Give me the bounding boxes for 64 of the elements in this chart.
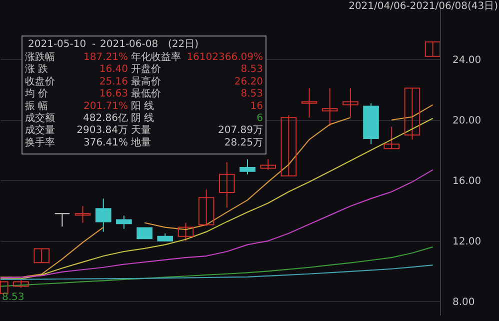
annotation: 地量 bbox=[130, 136, 151, 148]
candlestick bbox=[54, 213, 70, 228]
annotation: 开盘价 bbox=[131, 63, 161, 76]
annotation: 成交量 bbox=[25, 124, 55, 136]
y-tick-label: 8.00 bbox=[452, 296, 475, 308]
annotation: 16102366.09% bbox=[186, 52, 263, 63]
annotation: 207.89万 bbox=[218, 125, 263, 136]
candlestick bbox=[384, 126, 400, 150]
annotation: 16.63 bbox=[99, 88, 128, 100]
annotation: 2903.84万 bbox=[76, 125, 128, 136]
candlestick bbox=[116, 215, 132, 230]
candlestick bbox=[74, 206, 91, 224]
annotation: 2021-06-08 bbox=[100, 39, 158, 50]
annotation: 涨跌幅 bbox=[25, 51, 55, 63]
line-series bbox=[0, 264, 434, 280]
annotation: 16 bbox=[250, 100, 263, 112]
annotation: 收盘价 bbox=[25, 75, 55, 88]
annotation: 天量 bbox=[131, 125, 151, 136]
candlestick bbox=[240, 158, 256, 175]
annotation: 年化收益率 bbox=[131, 51, 181, 63]
annotation: 8.53 bbox=[2, 292, 24, 303]
candlestick bbox=[34, 248, 50, 264]
candlestick bbox=[301, 88, 318, 118]
annotation: - bbox=[92, 39, 96, 50]
annotation: 2021/04/06-2021/06/08(43日) bbox=[348, 1, 498, 12]
candlestick bbox=[198, 188, 214, 226]
annotation: 201.71% bbox=[84, 100, 128, 112]
annotation: 最低价 bbox=[131, 88, 161, 100]
annotation: 2021-05-10 bbox=[28, 39, 86, 50]
annotation: 482.86亿 bbox=[83, 113, 128, 124]
annotation: 6 bbox=[256, 113, 263, 124]
candlestick bbox=[95, 198, 112, 232]
annotation: 换手率 bbox=[25, 136, 55, 148]
candlestick bbox=[280, 114, 297, 176]
annotation: 187.21% bbox=[84, 52, 128, 63]
annotation: 阴 线 bbox=[131, 112, 154, 124]
annotation: 涨 跌 bbox=[25, 63, 48, 76]
candlestick bbox=[260, 158, 276, 170]
annotation: 最高价 bbox=[131, 75, 161, 88]
annotation: 阳 线 bbox=[131, 100, 154, 112]
candlestick bbox=[424, 41, 440, 57]
y-tick-label: 20.00 bbox=[452, 115, 482, 126]
annotation: 均 价 bbox=[24, 88, 48, 100]
candlestick bbox=[136, 227, 152, 240]
candlestick bbox=[218, 162, 235, 208]
annotation: 8.53 bbox=[240, 88, 263, 100]
line-series bbox=[0, 246, 434, 287]
y-tick-label: 16.00 bbox=[452, 176, 482, 187]
annotation: (22日) bbox=[168, 39, 199, 50]
annotation: 25.16 bbox=[99, 76, 128, 88]
annotation: 振 幅 bbox=[25, 100, 48, 112]
y-tick-label: 24.00 bbox=[452, 54, 482, 66]
annotation: 376.41% bbox=[84, 137, 128, 148]
annotation: 28.25万 bbox=[224, 137, 263, 148]
y-tick-label: 12.00 bbox=[452, 236, 482, 248]
candlestick bbox=[178, 222, 194, 242]
annotation: 16.40 bbox=[99, 64, 128, 76]
annotation: 成交额 bbox=[25, 112, 55, 124]
line-series bbox=[0, 169, 434, 278]
annotation: 8.53 bbox=[240, 64, 263, 76]
candlestick bbox=[404, 88, 420, 140]
candlestick bbox=[322, 88, 338, 126]
annotation: 26.20 bbox=[234, 76, 263, 88]
candlestick bbox=[342, 88, 358, 118]
